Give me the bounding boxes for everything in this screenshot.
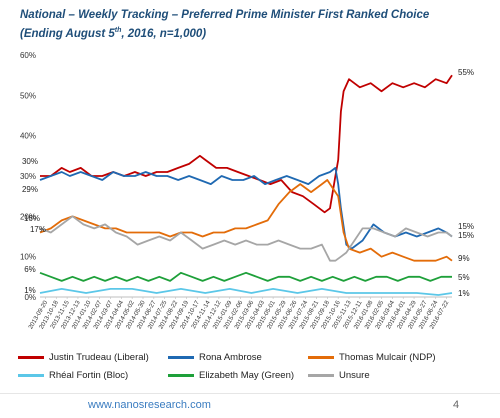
legend-item: Rona Ambrose — [168, 352, 262, 363]
title-line-2-pre: (Ending August 5 — [20, 27, 115, 40]
series-start-label: 17% — [30, 225, 46, 234]
line-chart: 0%10%20%30%40%50%60%2013-09-202013-10-18… — [20, 51, 474, 330]
legend-swatch — [168, 356, 194, 359]
series-start-label: 29% — [22, 185, 38, 194]
chart-title: National – Weekly Tracking – Preferred P… — [20, 8, 490, 42]
legend-label: Thomas Mulcair (NDP) — [339, 352, 436, 363]
legend-swatch — [308, 374, 334, 377]
y-tick-label: 30% — [20, 172, 36, 181]
series-line-5 — [39, 215, 453, 262]
footer-divider — [0, 393, 500, 394]
legend-swatch — [18, 374, 44, 377]
y-tick-label: 0% — [24, 293, 36, 302]
series-line-0 — [40, 74, 453, 214]
legend-item: Rhéal Fortin (Bloc) — [18, 370, 128, 381]
series-end-label: 1% — [458, 289, 470, 298]
series-end-label: 15% — [458, 231, 474, 240]
y-tick-label: 20% — [20, 212, 36, 221]
series-end-label: 15% — [458, 222, 474, 231]
y-tick-label: 50% — [20, 91, 36, 100]
legend-item: Thomas Mulcair (NDP) — [308, 352, 436, 363]
series-line-3 — [39, 288, 453, 296]
legend-item: Unsure — [308, 370, 370, 381]
legend-item: Justin Trudeau (Liberal) — [18, 352, 149, 363]
series-end-label: 9% — [458, 254, 470, 263]
y-tick-label: 10% — [20, 253, 36, 262]
legend-swatch — [18, 356, 44, 359]
series-start-label: 6% — [24, 265, 36, 274]
chart-legend: Justin Trudeau (Liberal) Rona Ambrose Thom… — [18, 352, 478, 388]
legend-label: Justin Trudeau (Liberal) — [49, 352, 149, 363]
title-line-2: (Ending August 5th, 2016, n=1,000) — [20, 23, 490, 42]
title-line-2-post: , 2016, n=1,000) — [121, 27, 207, 40]
series-start-label: 16% — [24, 214, 40, 223]
series-end-label: 55% — [458, 68, 474, 77]
legend-swatch — [308, 356, 334, 359]
series-end-label: 5% — [458, 273, 470, 282]
series-start-label: 30% — [22, 157, 38, 166]
page-number: 4 — [453, 399, 460, 411]
footer-url: www.nanosresearch.com — [88, 399, 211, 411]
legend-label: Rona Ambrose — [199, 352, 262, 363]
series-line-2 — [39, 179, 453, 262]
legend-label: Unsure — [339, 370, 370, 381]
series-start-label: 1% — [24, 286, 36, 295]
y-tick-label: 40% — [20, 132, 36, 141]
series-line-4 — [39, 271, 452, 282]
title-superscript: th — [114, 27, 122, 34]
legend-swatch — [168, 374, 194, 377]
legend-item: Elizabeth May (Green) — [168, 370, 294, 381]
series-line-1 — [39, 167, 453, 250]
legend-label: Rhéal Fortin (Bloc) — [49, 370, 129, 381]
title-line-1: National – Weekly Tracking – Preferred P… — [20, 9, 430, 21]
y-tick-label: 60% — [20, 51, 36, 60]
legend-label: Elizabeth May (Green) — [199, 370, 295, 381]
